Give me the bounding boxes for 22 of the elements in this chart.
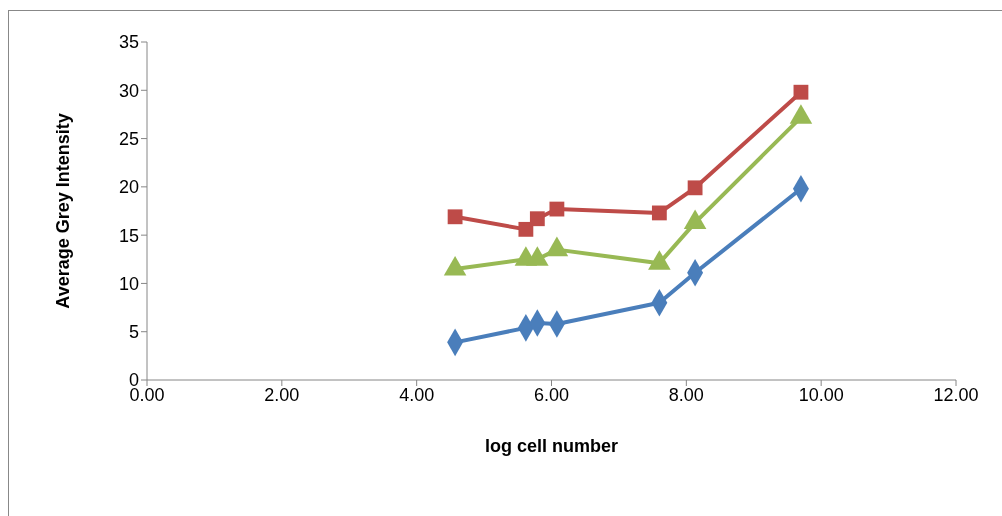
point <box>549 201 565 217</box>
x-axis-title: log cell number <box>484 436 619 456</box>
x-tick-label: 2.00 <box>264 384 300 405</box>
x-tick-label: 8.00 <box>668 384 704 405</box>
y-tick-label: 10 <box>118 273 139 294</box>
point <box>518 221 534 237</box>
y-tick-label: 20 <box>118 177 139 198</box>
point <box>687 180 703 196</box>
y-axis-title: Average Grey Intensity <box>53 113 74 309</box>
point <box>651 205 667 221</box>
x-tick-label: 12.00 <box>933 384 979 405</box>
point <box>447 209 463 225</box>
x-tick-label: 4.00 <box>399 384 435 405</box>
x-tick-label: 10.00 <box>798 384 844 405</box>
point <box>793 84 809 100</box>
y-tick-label: 15 <box>118 225 139 246</box>
point <box>529 211 545 227</box>
y-tick-label: 25 <box>118 128 139 149</box>
y-tick-label: 35 <box>118 32 139 53</box>
y-tick-label: 30 <box>118 80 139 101</box>
y-tick-label: 5 <box>128 322 139 343</box>
x-tick-label: 6.00 <box>533 384 570 405</box>
